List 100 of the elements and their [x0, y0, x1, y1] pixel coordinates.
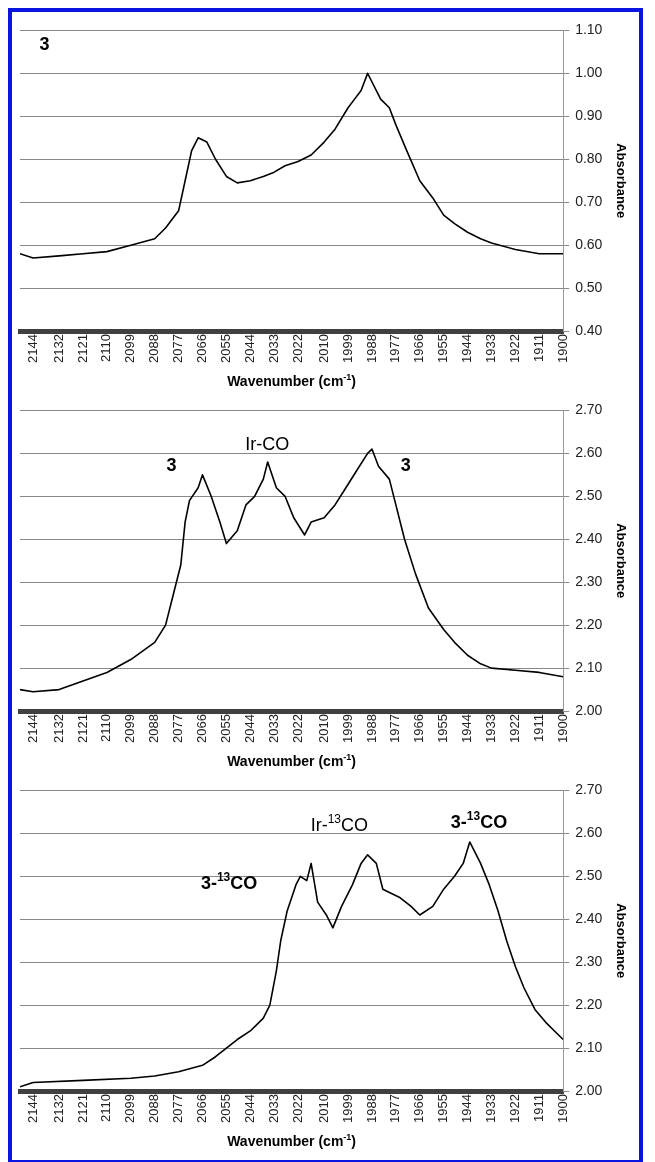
x-tick-label: 2110 — [98, 334, 114, 363]
y-tick-label: 2.30 — [575, 573, 603, 590]
x-tick-label: 1900 — [554, 1094, 570, 1123]
x-tick-label: 2022 — [289, 1094, 305, 1123]
x-tick-label: 2055 — [217, 714, 233, 743]
x-tick-label: 2088 — [146, 1094, 162, 1123]
x-tick-label: 2132 — [50, 1094, 66, 1123]
x-tick-label: 2121 — [74, 334, 90, 363]
x-tick-label: 2055 — [217, 1094, 233, 1123]
x-tick-label: 1988 — [363, 714, 379, 743]
x-tick-label: 1999 — [339, 334, 355, 363]
x-tick-label: 2088 — [146, 714, 162, 743]
x-tick-label: 2033 — [265, 714, 281, 743]
x-tick-label: 1922 — [506, 1094, 522, 1123]
x-tick-label: 2132 — [50, 334, 66, 363]
x-tick-label: 2010 — [315, 1094, 331, 1123]
x-tick-label: 2099 — [122, 334, 138, 363]
x-tick-label: 2022 — [289, 334, 305, 363]
x-tick-label: 2077 — [170, 334, 186, 363]
y-tick-label: 2.10 — [575, 1038, 603, 1055]
y-tick-label: 2.10 — [575, 658, 603, 675]
y-tick-label: 0.50 — [575, 278, 603, 295]
y-tick-label: 2.40 — [575, 910, 603, 927]
x-tick-label: 2110 — [98, 714, 114, 743]
x-tick-label: 1944 — [459, 714, 475, 743]
y-tick-label: 2.20 — [575, 616, 603, 633]
x-tick-label: 2144 — [24, 1094, 40, 1123]
y-tick-label: 2.00 — [575, 1081, 603, 1098]
x-tick-label: 1922 — [506, 334, 522, 363]
x-tick-label: 2033 — [265, 1094, 281, 1123]
y-tick-label: 2.20 — [575, 996, 603, 1013]
x-tick-label: 2055 — [217, 334, 233, 363]
x-tick-label: 2077 — [170, 714, 186, 743]
y-tick-label: 2.70 — [575, 781, 603, 798]
x-tick-label: 1911 — [530, 1094, 546, 1123]
x-tick-label: 1955 — [435, 714, 451, 743]
annotation: Ir-CO — [245, 433, 290, 454]
x-tick-label: 1977 — [387, 1094, 403, 1123]
x-tick-label: 1944 — [459, 1094, 475, 1123]
x-tick-label: 2088 — [146, 334, 162, 363]
x-tick-label: 1977 — [387, 714, 403, 743]
x-tick-label: 2121 — [74, 714, 90, 743]
y-tick-label: 0.40 — [575, 321, 603, 338]
y-tick-label: 2.60 — [575, 444, 603, 461]
x-tick-label: 2044 — [241, 334, 257, 363]
y-tick-label: 1.10 — [575, 21, 603, 38]
x-tick-label: 2144 — [24, 334, 40, 363]
x-tick-label: 1933 — [483, 334, 499, 363]
x-tick-label: 1933 — [483, 714, 499, 743]
x-tick-label: 2144 — [24, 714, 40, 743]
x-tick-label: 2010 — [315, 334, 331, 363]
y-axis-title: Absorbance — [613, 143, 629, 219]
y-axis-title: Absorbance — [613, 523, 629, 599]
x-tick-label: 1955 — [435, 1094, 451, 1123]
annotation: 3 — [39, 34, 50, 55]
x-tick-label: 1988 — [363, 334, 379, 363]
y-tick-label: 2.00 — [575, 701, 603, 718]
x-tick-label: 2110 — [98, 1094, 114, 1123]
x-tick-label: 1977 — [387, 334, 403, 363]
x-tick-label: 2121 — [74, 1094, 90, 1123]
y-tick-label: 2.60 — [575, 824, 603, 841]
x-tick-label: 2066 — [194, 1094, 210, 1123]
x-tick-label: 2022 — [289, 714, 305, 743]
x-tick-label: 1955 — [435, 334, 451, 363]
x-tick-label: 2099 — [122, 714, 138, 743]
x-tick-label: 1966 — [411, 1094, 427, 1123]
x-tick-label: 2010 — [315, 714, 331, 743]
x-tick-label: 1999 — [339, 714, 355, 743]
x-tick-label: 1966 — [411, 334, 427, 363]
x-tick-label: 2044 — [241, 1094, 257, 1123]
y-tick-label: 2.30 — [575, 953, 603, 970]
x-tick-label: 1999 — [339, 1094, 355, 1123]
x-tick-label: 1911 — [530, 714, 546, 743]
x-tick-label: 1911 — [530, 334, 546, 363]
x-tick-label: 1944 — [459, 334, 475, 363]
x-tick-label: 2132 — [50, 714, 66, 743]
annotation: 3 — [166, 455, 177, 476]
x-tick-label: 1933 — [483, 1094, 499, 1123]
y-tick-label: 0.60 — [575, 236, 603, 253]
y-tick-label: 2.50 — [575, 487, 603, 504]
x-tick-label: 1900 — [554, 334, 570, 363]
x-tick-label: 1900 — [554, 714, 570, 743]
x-tick-label: 2033 — [265, 334, 281, 363]
x-tick-label: 1988 — [363, 1094, 379, 1123]
x-tick-label: 2077 — [170, 1094, 186, 1123]
y-tick-label: 2.40 — [575, 530, 603, 547]
y-axis-title: Absorbance — [613, 903, 629, 979]
x-tick-label: 1966 — [411, 714, 427, 743]
x-tick-label: 2066 — [194, 714, 210, 743]
y-tick-label: 1.00 — [575, 64, 603, 81]
y-tick-label: 2.50 — [575, 867, 603, 884]
x-tick-label: 1922 — [506, 714, 522, 743]
x-tick-label: 2099 — [122, 1094, 138, 1123]
x-tick-label: 2044 — [241, 714, 257, 743]
y-tick-label: 0.80 — [575, 150, 603, 167]
y-tick-label: 0.90 — [575, 107, 603, 124]
y-tick-label: 2.70 — [575, 401, 603, 418]
y-tick-label: 0.70 — [575, 193, 603, 210]
x-tick-label: 2066 — [194, 334, 210, 363]
annotation: 3 — [400, 455, 411, 476]
